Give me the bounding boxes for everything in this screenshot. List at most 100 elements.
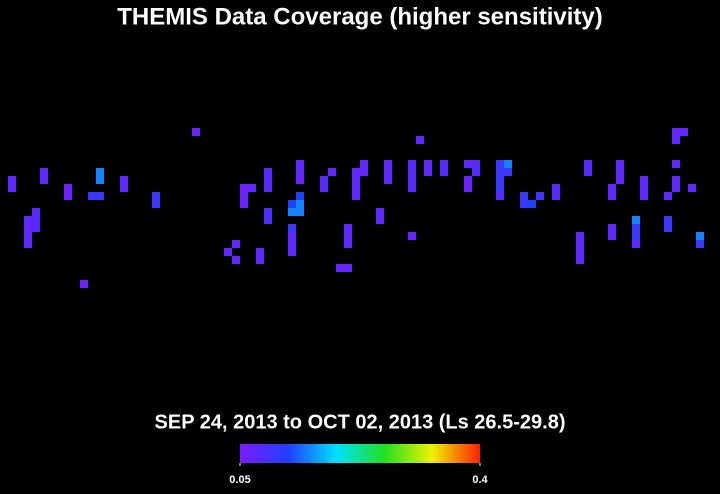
chart-title: THEMIS Data Coverage (higher sensitivity… bbox=[117, 3, 602, 30]
coverage-cell bbox=[80, 280, 88, 288]
coverage-cell bbox=[120, 176, 128, 184]
coverage-cell bbox=[248, 184, 256, 192]
coverage-cell bbox=[288, 200, 296, 208]
coverage-cell bbox=[672, 176, 680, 184]
coverage-cell bbox=[608, 232, 616, 240]
coverage-cell bbox=[384, 168, 392, 176]
coverage-cell bbox=[64, 192, 72, 200]
coverage-cell bbox=[240, 184, 248, 192]
coverage-cell bbox=[152, 200, 160, 208]
coverage-cell bbox=[696, 240, 704, 248]
coverage-cell bbox=[640, 192, 648, 200]
coverage-cell bbox=[288, 232, 296, 240]
coverage-cell bbox=[384, 176, 392, 184]
coverage-cell bbox=[496, 176, 504, 184]
coverage-cell bbox=[192, 128, 200, 136]
coverage-cell bbox=[344, 224, 352, 232]
coverage-cell bbox=[464, 176, 472, 184]
coverage-cell bbox=[672, 136, 680, 144]
coverage-cell bbox=[232, 240, 240, 248]
coverage-cell bbox=[576, 248, 584, 256]
coverage-cell bbox=[240, 200, 248, 208]
coverage-cell bbox=[288, 240, 296, 248]
coverage-cell bbox=[328, 168, 336, 176]
coverage-cell bbox=[520, 200, 528, 208]
colorbar-tick-label: 0.05 bbox=[229, 474, 250, 486]
coverage-cell bbox=[576, 240, 584, 248]
coverage-cell bbox=[552, 192, 560, 200]
coverage-cell bbox=[40, 168, 48, 176]
coverage-cell bbox=[264, 208, 272, 216]
coverage-cell bbox=[96, 192, 104, 200]
coverage-cell bbox=[32, 216, 40, 224]
coverage-cell bbox=[32, 208, 40, 216]
coverage-cell bbox=[240, 192, 248, 200]
coverage-cell bbox=[672, 160, 680, 168]
coverage-cell bbox=[632, 232, 640, 240]
coverage-cell bbox=[376, 216, 384, 224]
coverage-cell bbox=[464, 160, 472, 168]
coverage-cell bbox=[8, 184, 16, 192]
coverage-cell bbox=[576, 256, 584, 264]
coverage-cell bbox=[288, 208, 296, 216]
coverage-cell bbox=[664, 192, 672, 200]
coverage-cell bbox=[264, 176, 272, 184]
coverage-cell bbox=[632, 224, 640, 232]
coverage-cell bbox=[608, 184, 616, 192]
coverage-cell bbox=[632, 216, 640, 224]
coverage-cell bbox=[352, 184, 360, 192]
coverage-cell bbox=[440, 168, 448, 176]
coverage-cell bbox=[464, 184, 472, 192]
coverage-cell bbox=[360, 168, 368, 176]
coverage-cell bbox=[24, 240, 32, 248]
coverage-cell bbox=[232, 256, 240, 264]
coverage-cell bbox=[96, 168, 104, 176]
coverage-cell bbox=[416, 136, 424, 144]
coverage-cell bbox=[408, 176, 416, 184]
coverage-cell bbox=[608, 224, 616, 232]
coverage-cell bbox=[256, 248, 264, 256]
coverage-cell bbox=[664, 216, 672, 224]
coverage-cell bbox=[616, 176, 624, 184]
coverage-cell bbox=[688, 184, 696, 192]
colorbar bbox=[240, 444, 480, 463]
coverage-cell bbox=[344, 240, 352, 248]
coverage-cell bbox=[496, 160, 504, 168]
coverage-cell bbox=[24, 224, 32, 232]
coverage-cell bbox=[320, 176, 328, 184]
coverage-cell bbox=[288, 248, 296, 256]
colorbar-tick-label: 0.4 bbox=[472, 474, 488, 486]
coverage-cell bbox=[224, 248, 232, 256]
coverage-cell bbox=[408, 184, 416, 192]
coverage-cell bbox=[528, 200, 536, 208]
coverage-cell bbox=[640, 176, 648, 184]
coverage-cell bbox=[8, 176, 16, 184]
coverage-cell bbox=[672, 184, 680, 192]
coverage-cell bbox=[352, 176, 360, 184]
coverage-cell bbox=[376, 208, 384, 216]
coverage-cell bbox=[336, 264, 344, 272]
coverage-cell bbox=[680, 128, 688, 136]
coverage-cell bbox=[616, 168, 624, 176]
coverage-cell bbox=[424, 160, 432, 168]
coverage-cell bbox=[504, 160, 512, 168]
coverage-cell bbox=[296, 176, 304, 184]
coverage-cell bbox=[120, 184, 128, 192]
coverage-cell bbox=[88, 192, 96, 200]
coverage-cell bbox=[440, 160, 448, 168]
coverage-cell bbox=[408, 168, 416, 176]
coverage-cell bbox=[264, 184, 272, 192]
coverage-cell bbox=[296, 160, 304, 168]
coverage-cell bbox=[472, 168, 480, 176]
coverage-cell bbox=[424, 168, 432, 176]
coverage-cell bbox=[632, 240, 640, 248]
coverage-cell bbox=[496, 184, 504, 192]
coverage-cell bbox=[344, 264, 352, 272]
coverage-cell bbox=[24, 232, 32, 240]
coverage-cell bbox=[296, 208, 304, 216]
coverage-cell bbox=[32, 224, 40, 232]
coverage-cell bbox=[344, 232, 352, 240]
coverage-cell bbox=[616, 160, 624, 168]
